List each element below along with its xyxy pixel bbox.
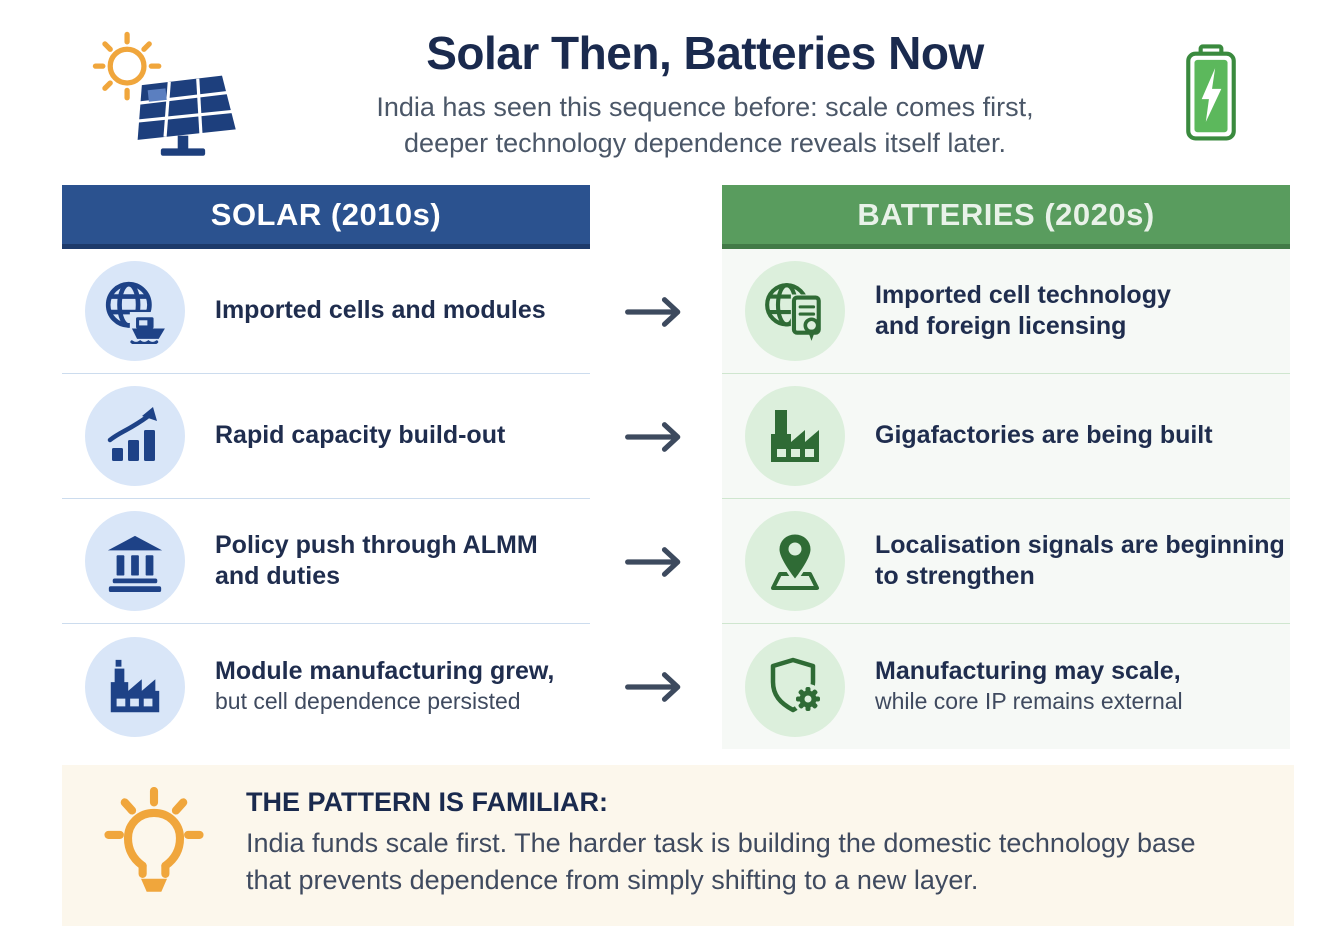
row-icon-circle bbox=[85, 511, 185, 611]
row-icon-circle bbox=[85, 261, 185, 361]
page-subtitle: India has seen this sequence before: sca… bbox=[264, 90, 1146, 160]
comparison-grid: SOLAR (2010s) bbox=[62, 185, 1290, 749]
arrow-right-icon bbox=[590, 374, 722, 499]
factory-icon bbox=[771, 410, 819, 462]
battery-icon bbox=[1156, 42, 1266, 146]
row-title-line: Policy push through ALMM bbox=[215, 530, 538, 559]
page-subtitle-line: India has seen this sequence before: sca… bbox=[376, 92, 1034, 123]
table-row: Localisation signals are beginning to st… bbox=[722, 499, 1290, 624]
callout-heading: THE PATTERN IS FAMILIAR: bbox=[246, 787, 608, 817]
batteries-column-header: BATTERIES (2020s) bbox=[722, 185, 1290, 249]
row-icon-circle bbox=[745, 261, 845, 361]
solar-column-header: SOLAR (2010s) bbox=[62, 185, 590, 249]
growth-chart-icon bbox=[107, 407, 157, 461]
factory-icon bbox=[110, 659, 160, 712]
table-row: Policy push through ALMM and duties bbox=[62, 499, 590, 624]
table-row: Manufacturing may scale, while core IP r… bbox=[722, 624, 1290, 749]
table-row: Imported cells and modules bbox=[62, 249, 590, 374]
arrow-right-icon bbox=[590, 499, 722, 624]
row-title-line: Imported cell technology bbox=[875, 280, 1171, 309]
arrow-right-icon bbox=[590, 624, 722, 749]
row-title-line: Module manufacturing grew, bbox=[215, 656, 555, 685]
row-title-line: and duties bbox=[215, 562, 341, 590]
shield-gear-icon bbox=[770, 657, 823, 714]
row-subtext: but cell dependence persisted bbox=[215, 688, 521, 715]
row-icon-circle bbox=[745, 511, 845, 611]
table-row: Rapid capacity build-out bbox=[62, 374, 590, 499]
table-row: Module manufacturing grew, but cell depe… bbox=[62, 624, 590, 749]
map-pin-icon bbox=[771, 531, 819, 590]
row-title-line: and foreign licensing bbox=[875, 312, 1127, 340]
callout-body-line: that prevents dependence from simply shi… bbox=[246, 865, 979, 896]
row-title-line: Gigafactories are being built bbox=[875, 421, 1213, 450]
header-section: Solar Then, Batteries Now India has seen… bbox=[0, 0, 1324, 167]
batteries-column: BATTERIES (2020s) bbox=[722, 185, 1290, 749]
pattern-callout: THE PATTERN IS FAMILIAR: India funds sca… bbox=[62, 765, 1294, 926]
table-row: Imported cell technology and foreign lic… bbox=[722, 249, 1290, 374]
table-row: Gigafactories are being built bbox=[722, 374, 1290, 499]
row-title-line: to strengthen bbox=[875, 562, 1035, 590]
row-icon-circle bbox=[85, 636, 185, 737]
bank-icon bbox=[107, 535, 163, 592]
arrow-right-icon bbox=[590, 249, 722, 374]
arrows-column bbox=[590, 185, 722, 749]
row-title-line: Rapid capacity build-out bbox=[215, 421, 506, 450]
solar-column: SOLAR (2010s) bbox=[62, 185, 590, 749]
globe-ship-icon bbox=[105, 281, 167, 344]
callout-body: India funds scale first. The harder task… bbox=[246, 825, 1196, 900]
sun-solar-panel-icon bbox=[84, 26, 264, 161]
row-title-line: Localisation signals are beginning bbox=[875, 530, 1285, 559]
page-title: Solar Then, Batteries Now bbox=[426, 27, 984, 80]
callout-body-line: India funds scale first. The harder task… bbox=[246, 828, 1196, 858]
row-subtext: while core IP remains external bbox=[875, 688, 1183, 715]
page-subtitle-line: deeper technology dependence reveals its… bbox=[404, 127, 1006, 158]
row-title-line: Imported cells and modules bbox=[215, 296, 546, 325]
globe-license-icon bbox=[765, 283, 824, 342]
lightbulb-icon bbox=[102, 787, 206, 899]
row-icon-circle bbox=[85, 386, 185, 486]
row-title-line: Manufacturing may scale, bbox=[875, 656, 1181, 685]
row-icon-circle bbox=[745, 636, 845, 737]
row-icon-circle bbox=[745, 386, 845, 486]
